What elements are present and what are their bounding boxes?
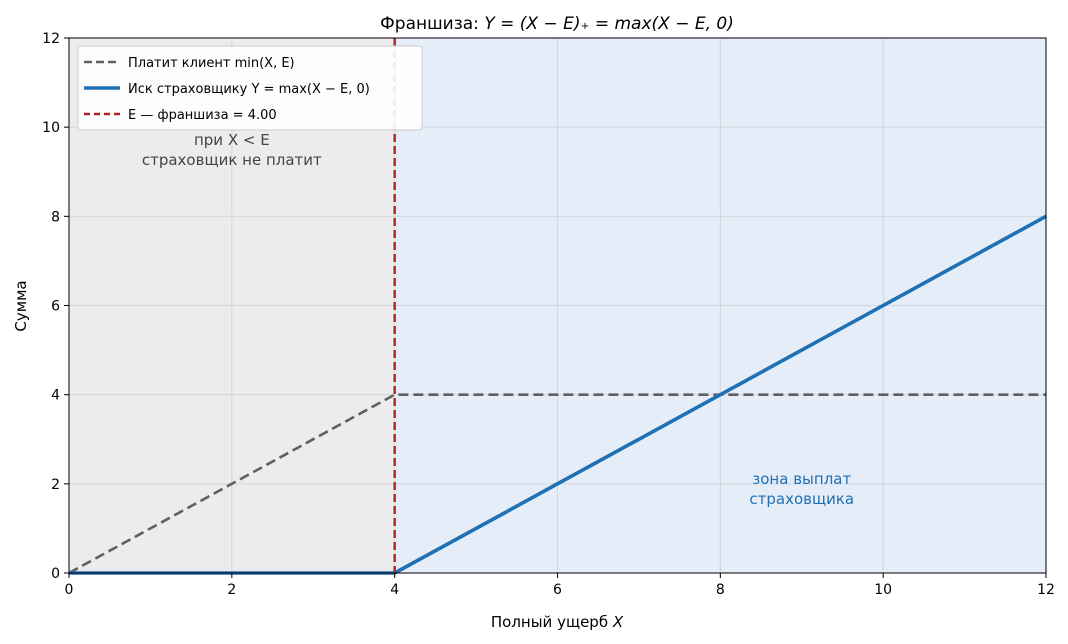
legend-label-insurer: Иск страховщику Y = max(X − E, 0) xyxy=(128,82,370,97)
y-tick-label: 12 xyxy=(42,31,60,47)
x-tick-label: 4 xyxy=(390,582,399,598)
legend-label-client: Платит клиент min(X, E) xyxy=(128,56,295,71)
annotation-line: страховщик не платит xyxy=(142,151,322,169)
annotation-1: зона выплат страховщика xyxy=(749,470,854,508)
annotation-0: при X < E страховщик не платит xyxy=(142,131,322,169)
axis-ticks: 0 2 4 6 8 10 12 0 2 4 6 8 10 12 xyxy=(42,31,1055,598)
y-axis-label: Сумма xyxy=(12,280,30,331)
y-tick-label: 0 xyxy=(51,566,60,582)
annotation-line: при X < E xyxy=(194,131,270,149)
annotation-line: страховщика xyxy=(749,490,854,508)
x-axis-label-text: Полный ущерб xyxy=(491,613,613,631)
annotation-line: зона выплат xyxy=(752,470,851,488)
y-tick-label: 4 xyxy=(51,388,60,404)
chart-title: Франшиза: Y = (X − E)₊ = max(X − E, 0) xyxy=(380,14,734,34)
y-tick-label: 8 xyxy=(51,209,60,225)
x-axis-label-var: X xyxy=(612,613,624,631)
chart-title-formula: Y = (X − E)₊ = max(X − E, 0) xyxy=(484,14,734,34)
legend: Платит клиент min(X, E) Иск страховщику … xyxy=(77,45,423,131)
x-tick-label: 0 xyxy=(65,582,74,598)
chart-title-prefix: Франшиза: xyxy=(380,14,484,34)
x-tick-label: 10 xyxy=(874,582,892,598)
region-1 xyxy=(394,38,1047,573)
client-pays-line xyxy=(68,393,1046,575)
x-tick-label: 12 xyxy=(1037,582,1055,598)
legend-label-deductible: E — франшиза = 4.00 xyxy=(128,108,277,123)
x-axis-label: Полный ущерб X xyxy=(491,613,624,631)
annotations: при X < E страховщик не платит зона выплат… xyxy=(142,131,854,508)
legend-box xyxy=(77,45,423,131)
y-tick-label: 2 xyxy=(51,477,60,493)
x-tick-label: 6 xyxy=(553,582,562,598)
y-tick-label: 6 xyxy=(51,299,60,315)
x-tick-label: 8 xyxy=(716,582,725,598)
x-tick-label: 2 xyxy=(227,582,236,598)
y-tick-label: 10 xyxy=(42,120,60,136)
